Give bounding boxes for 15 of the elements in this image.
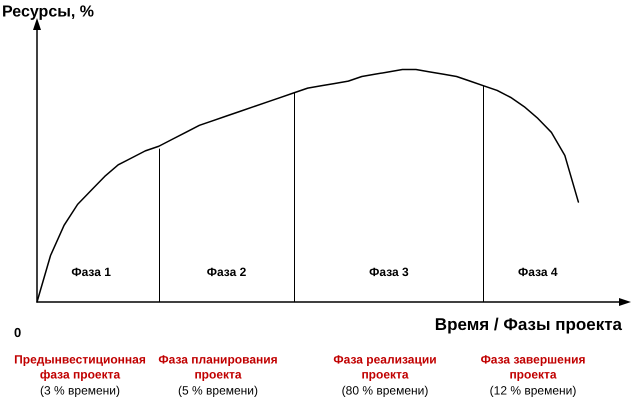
annotation: Фаза 4 (518, 265, 558, 279)
text: (5 % времени) (178, 384, 258, 398)
text: (3 % времени) (40, 384, 120, 398)
text: Фаза планирования проекта (158, 352, 278, 382)
x-axis-title: Время / Фазы проекта (434, 315, 623, 334)
y-axis-title: Ресурсы, % (2, 4, 94, 20)
annotation: Фаза 2 (206, 265, 247, 279)
text: Фаза завершения проекта (480, 352, 586, 382)
text: Фаза реализации проекта (333, 352, 437, 382)
text: 0 (14, 325, 22, 340)
text: (12 % времени) (490, 384, 576, 398)
text: Предынвестиционная фаза проекта (14, 352, 146, 382)
text: (80 % времени) (342, 384, 428, 398)
annotation: Фаза 3 (369, 265, 410, 279)
annotation: Фаза 1 (71, 265, 112, 279)
